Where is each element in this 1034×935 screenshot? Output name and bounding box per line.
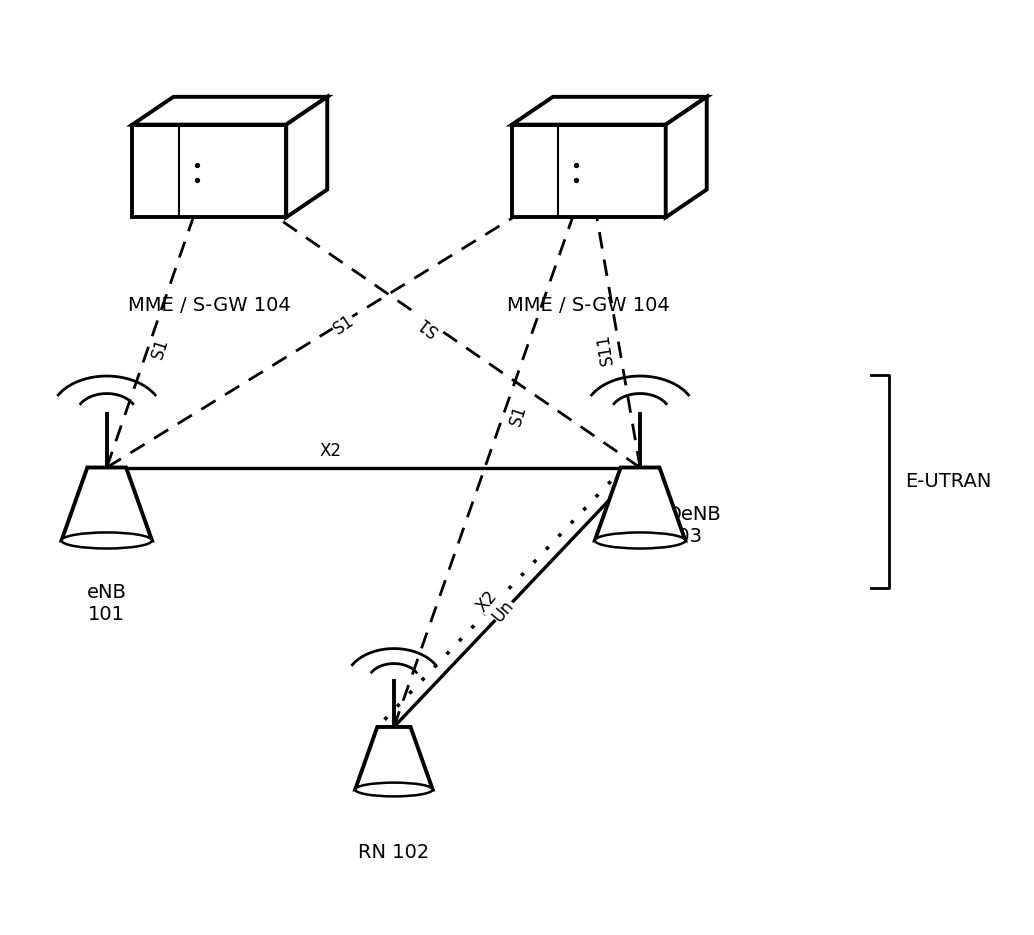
Text: S1: S1	[331, 311, 358, 338]
Polygon shape	[132, 124, 286, 217]
Ellipse shape	[595, 532, 686, 549]
Text: S1: S1	[507, 403, 530, 428]
Text: MME / S-GW 104: MME / S-GW 104	[128, 296, 291, 315]
Polygon shape	[512, 97, 707, 124]
Text: E-UTRAN: E-UTRAN	[905, 472, 991, 491]
Text: MME / S-GW 104: MME / S-GW 104	[508, 296, 670, 315]
Text: S1: S1	[148, 336, 172, 362]
Text: DeNB
103: DeNB 103	[666, 505, 721, 545]
Polygon shape	[61, 468, 152, 540]
Ellipse shape	[355, 783, 432, 797]
Ellipse shape	[61, 532, 152, 549]
Polygon shape	[355, 727, 432, 789]
Text: S1: S1	[414, 311, 442, 338]
Polygon shape	[595, 468, 686, 540]
Polygon shape	[512, 124, 666, 217]
Polygon shape	[666, 97, 707, 217]
Text: eNB
101: eNB 101	[87, 583, 127, 625]
Text: X2: X2	[320, 442, 342, 460]
Text: X2: X2	[474, 587, 501, 615]
Polygon shape	[286, 97, 327, 217]
Text: Un: Un	[489, 597, 518, 626]
Text: RN 102: RN 102	[359, 842, 429, 862]
Text: S11: S11	[594, 332, 616, 366]
Polygon shape	[132, 97, 327, 124]
